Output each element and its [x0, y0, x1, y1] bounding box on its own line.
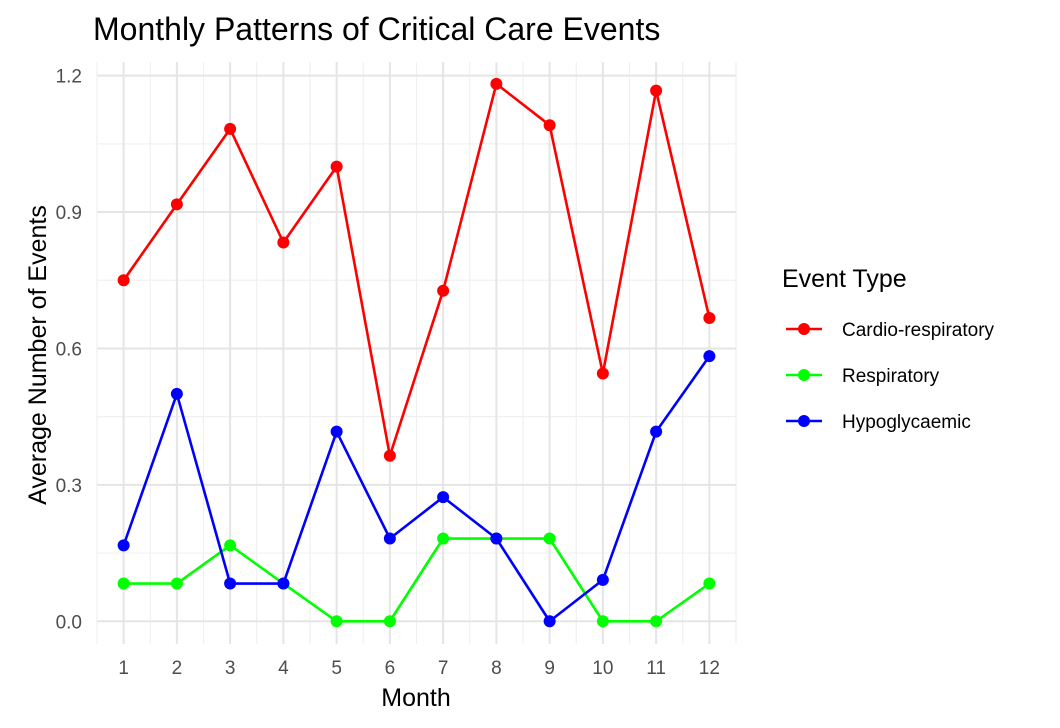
- x-tick-label: 1: [118, 658, 129, 679]
- legend-item-respiratory: Respiratory: [786, 366, 940, 387]
- legend-items: Cardio-respiratory Respiratory Hypoglycaem…: [786, 320, 995, 433]
- y-tick-label: 0.0: [56, 612, 82, 633]
- data-point-respiratory: [650, 615, 663, 628]
- legend-item-cardio-respiratory: Cardio-respiratory: [786, 320, 995, 341]
- data-point-respiratory: [224, 539, 237, 552]
- legend-key-point: [798, 369, 810, 381]
- x-tick-label: 2: [172, 658, 183, 679]
- data-point-cardio-respiratory: [224, 122, 237, 135]
- series-hypoglycaemic: [117, 350, 716, 628]
- data-point-hypoglycaemic: [703, 350, 716, 363]
- data-point-hypoglycaemic: [437, 491, 450, 504]
- data-point-hypoglycaemic: [170, 387, 183, 400]
- data-point-hypoglycaemic: [117, 539, 130, 552]
- data-point-hypoglycaemic: [490, 532, 503, 545]
- data-point-hypoglycaemic: [383, 532, 396, 545]
- x-tick-label: 12: [699, 658, 720, 679]
- data-point-cardio-respiratory: [383, 449, 396, 462]
- legend-key-point: [798, 323, 810, 335]
- data-point-respiratory: [170, 577, 183, 590]
- legend-item-hypoglycaemic: Hypoglycaemic: [786, 412, 971, 433]
- legend-title: Event Type: [782, 265, 907, 293]
- series-line-cardio-respiratory: [122, 82, 711, 458]
- data-point-cardio-respiratory: [703, 311, 716, 324]
- x-tick-label: 5: [331, 658, 342, 679]
- x-tick-label: 9: [544, 658, 555, 679]
- x-tick-label: 11: [646, 658, 666, 679]
- data-point-respiratory: [703, 577, 716, 590]
- y-tick-label: 0.9: [56, 203, 82, 224]
- x-tick-label: 8: [491, 658, 502, 679]
- y-tick-label: 1.2: [56, 67, 82, 88]
- data-point-respiratory: [383, 615, 396, 628]
- x-tick-label: 3: [225, 658, 236, 679]
- legend: Event Type Cardio-respiratory Respiratory…: [782, 265, 995, 433]
- data-point-cardio-respiratory: [170, 198, 183, 211]
- data-point-cardio-respiratory: [490, 77, 503, 90]
- x-tick-label: 4: [278, 658, 289, 679]
- x-tick-label: 7: [438, 658, 449, 679]
- plot-grid: [96, 62, 737, 644]
- data-point-hypoglycaemic: [596, 573, 609, 586]
- y-axis-ticks: 0.0 0.3 0.6 0.9 1.2: [56, 67, 82, 634]
- data-point-cardio-respiratory: [437, 284, 450, 297]
- series-cardio-respiratory: [117, 77, 716, 462]
- x-tick-label: 10: [592, 658, 613, 679]
- data-point-respiratory: [437, 532, 450, 545]
- y-tick-label: 0.6: [56, 339, 82, 360]
- data-point-hypoglycaemic: [330, 425, 343, 438]
- data-point-cardio-respiratory: [330, 160, 343, 173]
- data-point-respiratory: [117, 577, 130, 590]
- x-axis-ticks: 1 2 3 4 5 6 7 8 9 10 11 12: [118, 658, 720, 679]
- legend-key-point: [798, 415, 810, 427]
- data-point-cardio-respiratory: [596, 367, 609, 380]
- data-point-cardio-respiratory: [117, 274, 130, 287]
- legend-label: Cardio-respiratory: [842, 320, 995, 341]
- data-point-hypoglycaemic: [543, 615, 556, 628]
- data-point-hypoglycaemic: [650, 425, 663, 438]
- y-axis-title: Average Number of Events: [24, 205, 52, 505]
- legend-label: Hypoglycaemic: [842, 412, 971, 433]
- data-point-respiratory: [330, 615, 343, 628]
- data-point-respiratory: [596, 615, 609, 628]
- data-point-hypoglycaemic: [224, 577, 237, 590]
- data-point-cardio-respiratory: [277, 236, 290, 249]
- x-axis-title: Month: [381, 684, 450, 712]
- legend-label: Respiratory: [842, 366, 940, 387]
- chart-title: Monthly Patterns of Critical Care Events: [93, 11, 660, 47]
- data-point-cardio-respiratory: [650, 84, 663, 97]
- y-tick-label: 0.3: [56, 476, 82, 497]
- data-point-respiratory: [543, 532, 556, 545]
- data-point-hypoglycaemic: [277, 577, 290, 590]
- series-layer: [117, 77, 716, 628]
- x-tick-label: 6: [385, 658, 396, 679]
- series-line-hypoglycaemic: [122, 355, 711, 623]
- data-point-cardio-respiratory: [543, 119, 556, 132]
